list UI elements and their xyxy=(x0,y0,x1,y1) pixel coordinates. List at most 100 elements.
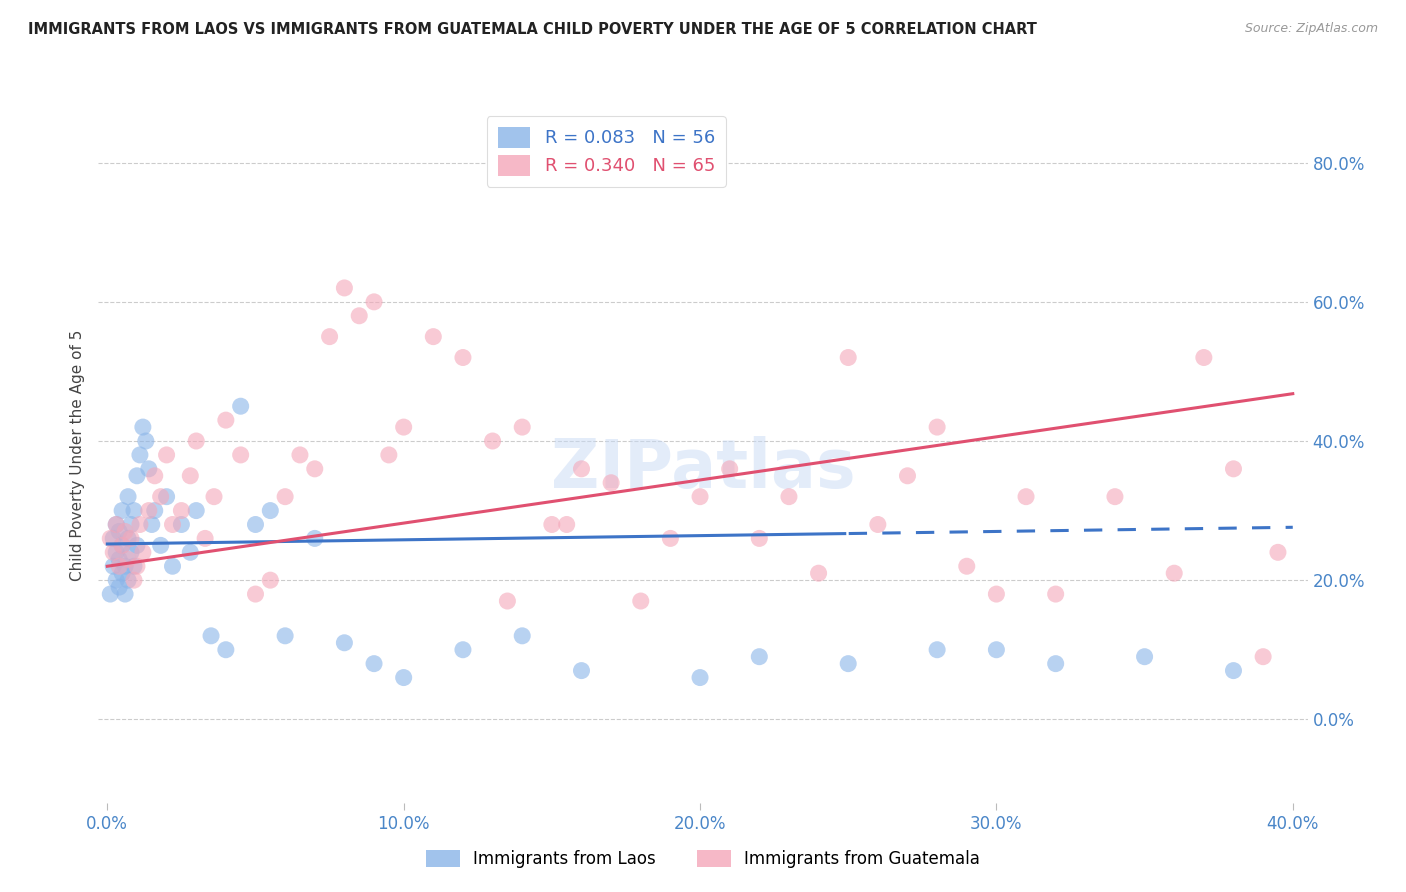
Point xyxy=(129,448,152,462)
Point xyxy=(259,503,281,517)
Point xyxy=(1045,587,1067,601)
Point xyxy=(288,448,311,462)
Point xyxy=(117,490,139,504)
Point xyxy=(600,475,623,490)
Point xyxy=(103,545,125,559)
Point xyxy=(132,420,155,434)
Point xyxy=(98,587,121,601)
Text: Source: ZipAtlas.com: Source: ZipAtlas.com xyxy=(1244,22,1378,36)
Point xyxy=(105,517,128,532)
Point xyxy=(179,545,201,559)
Point xyxy=(125,538,148,552)
Point xyxy=(837,351,859,365)
Point xyxy=(143,503,166,517)
Point xyxy=(1251,649,1274,664)
Point xyxy=(215,642,238,657)
Point xyxy=(778,490,800,504)
Point xyxy=(718,462,741,476)
Point xyxy=(274,629,297,643)
Point xyxy=(120,532,142,546)
Point xyxy=(143,468,166,483)
Point xyxy=(363,294,385,309)
Point xyxy=(363,657,385,671)
Point xyxy=(689,490,711,504)
Point xyxy=(229,448,252,462)
Point xyxy=(120,517,142,532)
Point xyxy=(114,559,136,574)
Point xyxy=(105,573,128,587)
Point xyxy=(1267,545,1289,559)
Point xyxy=(1045,657,1067,671)
Point xyxy=(956,559,979,574)
Point xyxy=(117,573,139,587)
Point xyxy=(896,468,918,483)
Point xyxy=(689,671,711,685)
Point xyxy=(229,399,252,413)
Point xyxy=(333,281,356,295)
Point xyxy=(304,462,326,476)
Point xyxy=(748,649,770,664)
Point xyxy=(202,490,225,504)
Point xyxy=(807,566,830,581)
Point xyxy=(186,503,208,517)
Point xyxy=(510,629,533,643)
Point xyxy=(986,642,1008,657)
Point xyxy=(481,434,503,448)
Point xyxy=(108,524,131,539)
Point xyxy=(451,642,474,657)
Point xyxy=(117,552,139,566)
Point xyxy=(138,462,160,476)
Point xyxy=(125,559,148,574)
Point xyxy=(186,434,208,448)
Point xyxy=(122,503,145,517)
Point xyxy=(117,532,139,546)
Point xyxy=(451,351,474,365)
Point xyxy=(245,517,267,532)
Point xyxy=(1192,351,1215,365)
Point xyxy=(170,517,193,532)
Point xyxy=(496,594,519,608)
Point xyxy=(304,532,326,546)
Point xyxy=(108,580,131,594)
Point xyxy=(215,413,238,427)
Point xyxy=(245,587,267,601)
Point xyxy=(111,538,134,552)
Point xyxy=(132,545,155,559)
Point xyxy=(98,532,121,546)
Point xyxy=(108,552,131,566)
Legend: R = 0.083   N = 56, R = 0.340   N = 65: R = 0.083 N = 56, R = 0.340 N = 65 xyxy=(486,116,725,186)
Point xyxy=(122,559,145,574)
Point xyxy=(748,532,770,546)
Point xyxy=(114,587,136,601)
Point xyxy=(114,524,136,539)
Point xyxy=(103,532,125,546)
Point xyxy=(120,545,142,559)
Point xyxy=(1015,490,1038,504)
Point xyxy=(149,490,172,504)
Point xyxy=(141,517,163,532)
Point xyxy=(108,559,131,574)
Point xyxy=(259,573,281,587)
Text: IMMIGRANTS FROM LAOS VS IMMIGRANTS FROM GUATEMALA CHILD POVERTY UNDER THE AGE OF: IMMIGRANTS FROM LAOS VS IMMIGRANTS FROM … xyxy=(28,22,1038,37)
Point xyxy=(179,468,201,483)
Point xyxy=(540,517,562,532)
Point xyxy=(986,587,1008,601)
Text: ZIPatlas: ZIPatlas xyxy=(551,436,855,502)
Point xyxy=(571,664,593,678)
Point xyxy=(135,434,157,448)
Point xyxy=(149,538,172,552)
Point xyxy=(1222,462,1244,476)
Point xyxy=(571,462,593,476)
Point xyxy=(392,671,415,685)
Point xyxy=(659,532,682,546)
Point xyxy=(1133,649,1156,664)
Point xyxy=(103,559,125,574)
Legend: Immigrants from Laos, Immigrants from Guatemala: Immigrants from Laos, Immigrants from Gu… xyxy=(419,843,987,875)
Point xyxy=(105,517,128,532)
Point xyxy=(555,517,578,532)
Point xyxy=(105,545,128,559)
Point xyxy=(122,573,145,587)
Point xyxy=(510,420,533,434)
Point xyxy=(138,503,160,517)
Point xyxy=(866,517,889,532)
